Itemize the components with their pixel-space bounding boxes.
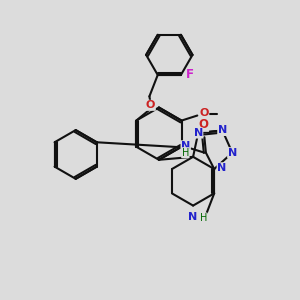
Text: N: N [194, 128, 203, 138]
Text: F: F [186, 68, 194, 82]
Text: N: N [228, 148, 237, 158]
Text: N: N [217, 163, 226, 173]
Text: O: O [146, 100, 155, 110]
Text: H: H [200, 213, 207, 223]
Text: N: N [218, 125, 227, 135]
Text: H: H [182, 148, 189, 158]
Text: N: N [181, 141, 190, 151]
Text: O: O [199, 118, 208, 131]
Text: N: N [188, 212, 197, 222]
Text: O: O [200, 108, 209, 118]
